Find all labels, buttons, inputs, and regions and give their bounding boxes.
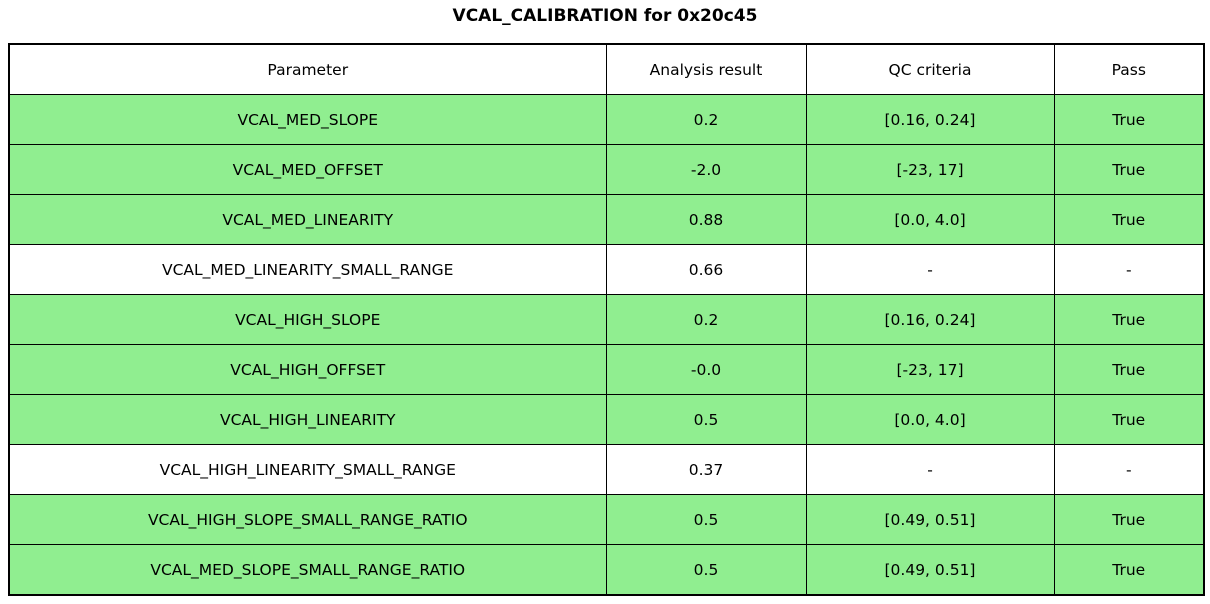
pass-cell: True xyxy=(1053,344,1205,395)
col-header-pass: Pass xyxy=(1053,43,1205,95)
qc-criteria-cell: [-23, 17] xyxy=(805,144,1055,195)
qc-criteria-cell: [0.16, 0.24] xyxy=(805,94,1055,145)
table-row: VCAL_HIGH_LINEARITY 0.5 [0.0, 4.0] True xyxy=(8,394,1205,445)
qc-table-body: VCAL_MED_SLOPE 0.2 [0.16, 0.24] True VCAL_ME… xyxy=(8,94,1205,596)
table-row: VCAL_MED_SLOPE 0.2 [0.16, 0.24] True xyxy=(8,94,1205,145)
analysis-result-cell: 0.2 xyxy=(605,94,807,145)
analysis-result-cell: 0.37 xyxy=(605,444,807,495)
pass-cell: True xyxy=(1053,194,1205,245)
parameter-cell: VCAL_HIGH_LINEARITY xyxy=(8,394,607,445)
header-row: Parameter Analysis result QC criteria Pa… xyxy=(8,43,1205,95)
qc-criteria-cell: [0.49, 0.51] xyxy=(805,494,1055,545)
parameter-cell: VCAL_MED_OFFSET xyxy=(8,144,607,195)
table-row: VCAL_HIGH_LINEARITY_SMALL_RANGE 0.37- - xyxy=(8,444,1205,495)
analysis-result-cell: 0.5 xyxy=(605,394,807,445)
pass-cell: True xyxy=(1053,94,1205,145)
table-row: VCAL_MED_OFFSET -2.0 [-23, 17] True xyxy=(8,144,1205,195)
analysis-result-cell: 0.66 xyxy=(605,244,807,295)
col-header-qc-criteria: QC criteria xyxy=(805,43,1055,95)
qc-criteria-cell: [0.16, 0.24] xyxy=(805,294,1055,345)
parameter-cell: VCAL_HIGH_LINEARITY_SMALL_RANGE xyxy=(8,444,607,495)
pass-cell: True xyxy=(1053,394,1205,445)
qc-criteria-cell: [0.49, 0.51] xyxy=(805,544,1055,596)
parameter-cell: VCAL_HIGH_SLOPE xyxy=(8,294,607,345)
pass-cell: True xyxy=(1053,494,1205,545)
pass-cell: - xyxy=(1053,244,1205,295)
qc-criteria-cell: [0.0, 4.0] xyxy=(805,394,1055,445)
qc-criteria-cell: - xyxy=(805,444,1055,495)
col-header-analysis-result: Analysis result xyxy=(605,43,807,95)
qc-table: Parameter Analysis result QC criteria Pa… xyxy=(8,43,1205,596)
table-row: VCAL_HIGH_OFFSET -0.0 [-23, 17] True xyxy=(8,344,1205,395)
pass-cell: True xyxy=(1053,294,1205,345)
parameter-cell: VCAL_MED_LINEARITY_SMALL_RANGE xyxy=(8,244,607,295)
table-row: VCAL_MED_LINEARITY_SMALL_RANGE 0.66- - xyxy=(8,244,1205,295)
col-header-parameter: Parameter xyxy=(8,43,607,95)
table-row: VCAL_HIGH_SLOPE 0.2 [0.16, 0.24] True xyxy=(8,294,1205,345)
qc-criteria-cell: - xyxy=(805,244,1055,295)
pass-cell: True xyxy=(1053,144,1205,195)
page-title: VCAL_CALIBRATION for 0x20c45 xyxy=(452,6,758,26)
parameter-cell: VCAL_MED_SLOPE xyxy=(8,94,607,145)
analysis-result-cell: 0.5 xyxy=(605,494,807,545)
analysis-result-cell: -2.0 xyxy=(605,144,807,195)
table-row: VCAL_HIGH_SLOPE_SMALL_RANGE_RATIO 0.5 [0.4… xyxy=(8,494,1205,545)
parameter-cell: VCAL_HIGH_OFFSET xyxy=(8,344,607,395)
analysis-result-cell: 0.2 xyxy=(605,294,807,345)
parameter-cell: VCAL_MED_LINEARITY xyxy=(8,194,607,245)
table-row: VCAL_MED_LINEARITY 0.88 [0.0, 4.0] True xyxy=(8,194,1205,245)
pass-cell: - xyxy=(1053,444,1205,495)
qc-criteria-cell: [-23, 17] xyxy=(805,344,1055,395)
pass-cell: True xyxy=(1053,544,1205,596)
analysis-result-cell: -0.0 xyxy=(605,344,807,395)
qc-criteria-cell: [0.0, 4.0] xyxy=(805,194,1055,245)
parameter-cell: VCAL_HIGH_SLOPE_SMALL_RANGE_RATIO xyxy=(8,494,607,545)
analysis-result-cell: 0.88 xyxy=(605,194,807,245)
parameter-cell: VCAL_MED_SLOPE_SMALL_RANGE_RATIO xyxy=(8,544,607,596)
analysis-result-cell: 0.5 xyxy=(605,544,807,596)
table-row: VCAL_MED_SLOPE_SMALL_RANGE_RATIO 0.5 [0.49… xyxy=(8,544,1205,596)
